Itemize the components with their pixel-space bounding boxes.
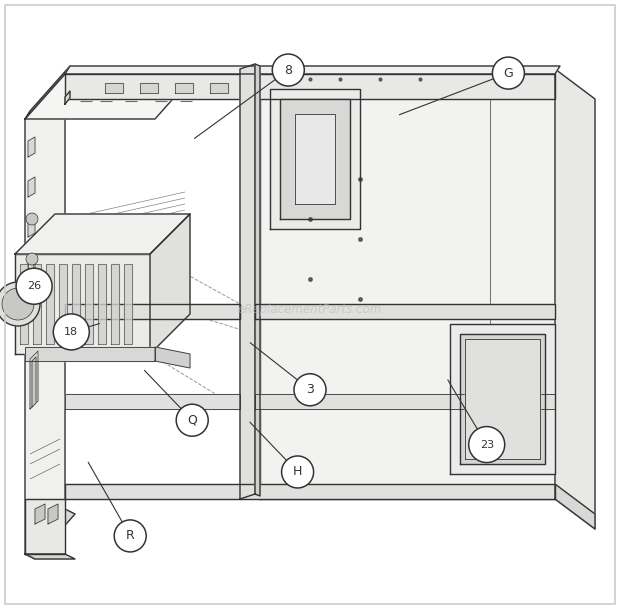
Polygon shape: [35, 504, 45, 524]
Circle shape: [26, 213, 38, 225]
Polygon shape: [210, 83, 228, 93]
Polygon shape: [25, 74, 195, 119]
Circle shape: [0, 282, 40, 326]
Polygon shape: [32, 357, 36, 407]
Circle shape: [2, 288, 34, 320]
Polygon shape: [240, 64, 255, 499]
Polygon shape: [65, 66, 560, 74]
Polygon shape: [28, 137, 35, 157]
Polygon shape: [46, 264, 54, 344]
Polygon shape: [25, 347, 155, 361]
Circle shape: [294, 374, 326, 406]
Polygon shape: [65, 91, 70, 104]
Polygon shape: [65, 484, 555, 499]
Text: 23: 23: [480, 440, 494, 449]
Polygon shape: [65, 74, 555, 99]
Polygon shape: [98, 264, 106, 344]
Circle shape: [176, 404, 208, 436]
Circle shape: [16, 268, 52, 304]
Polygon shape: [72, 264, 80, 344]
Polygon shape: [260, 69, 555, 499]
Text: 8: 8: [285, 63, 292, 77]
Circle shape: [114, 520, 146, 552]
Polygon shape: [20, 264, 28, 344]
Text: 18: 18: [64, 327, 78, 337]
Polygon shape: [124, 264, 132, 344]
Polygon shape: [25, 66, 70, 119]
Polygon shape: [48, 504, 58, 524]
Polygon shape: [280, 99, 350, 219]
Text: Q: Q: [187, 414, 197, 427]
Polygon shape: [15, 214, 190, 254]
Polygon shape: [30, 351, 38, 409]
Polygon shape: [155, 347, 190, 368]
Polygon shape: [33, 264, 41, 344]
Circle shape: [492, 57, 525, 89]
Polygon shape: [105, 83, 123, 93]
Polygon shape: [28, 177, 35, 197]
Polygon shape: [140, 83, 158, 93]
Polygon shape: [465, 339, 540, 459]
Polygon shape: [28, 257, 35, 277]
Polygon shape: [555, 69, 595, 529]
Polygon shape: [59, 264, 67, 344]
Polygon shape: [25, 499, 65, 554]
Polygon shape: [460, 334, 545, 464]
Polygon shape: [295, 114, 335, 204]
Polygon shape: [85, 264, 93, 344]
Polygon shape: [25, 554, 75, 559]
Text: 26: 26: [27, 281, 41, 291]
Polygon shape: [255, 304, 555, 319]
Polygon shape: [175, 83, 193, 93]
Circle shape: [53, 314, 89, 350]
Text: R: R: [126, 529, 135, 543]
Text: eReplacementParts.com: eReplacementParts.com: [238, 303, 382, 315]
Text: H: H: [293, 465, 303, 479]
Polygon shape: [255, 64, 260, 496]
Text: G: G: [503, 66, 513, 80]
Circle shape: [469, 426, 505, 463]
Polygon shape: [270, 89, 360, 229]
Circle shape: [26, 253, 38, 265]
Circle shape: [26, 283, 38, 295]
Polygon shape: [255, 394, 555, 409]
Polygon shape: [25, 509, 75, 559]
Polygon shape: [28, 217, 35, 237]
Polygon shape: [555, 484, 595, 529]
Text: 3: 3: [306, 383, 314, 396]
Polygon shape: [25, 74, 65, 554]
Polygon shape: [65, 304, 240, 319]
Circle shape: [272, 54, 304, 86]
Polygon shape: [65, 394, 240, 409]
Polygon shape: [150, 214, 190, 354]
Polygon shape: [111, 264, 119, 344]
Circle shape: [281, 456, 314, 488]
Polygon shape: [450, 324, 555, 474]
Polygon shape: [15, 254, 150, 354]
